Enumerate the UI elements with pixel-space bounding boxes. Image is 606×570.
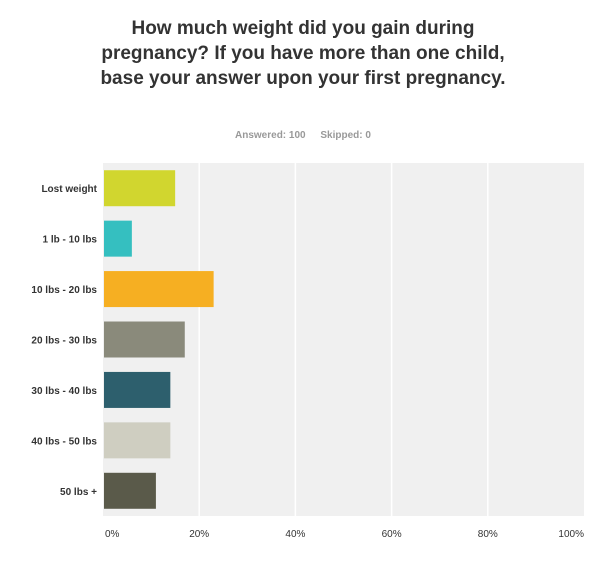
bar[interactable]	[104, 220, 132, 257]
chart-title: How much weight did you gain during preg…	[100, 18, 506, 89]
bar[interactable]	[104, 321, 185, 358]
category-label: 40 lbs - 50 lbs	[31, 436, 97, 447]
x-tick-label: 20%	[189, 529, 209, 540]
x-axis-tick-labels: 0% 20% 40% 60% 80% 100%	[105, 529, 584, 540]
x-tick-label: 60%	[382, 529, 402, 540]
answered-count: Answered: 100	[235, 130, 306, 141]
skipped-count: Skipped: 0	[320, 130, 371, 141]
x-tick-label: 40%	[285, 529, 305, 540]
bar[interactable]	[104, 170, 176, 207]
category-label: 20 lbs - 30 lbs	[31, 336, 97, 347]
category-label: Lost weight	[41, 184, 97, 195]
x-tick-label: 0%	[105, 529, 120, 540]
x-tick-label: 80%	[478, 529, 498, 540]
bars	[104, 170, 214, 509]
response-stats: Answered: 100 Skipped: 0	[0, 130, 606, 141]
category-labels: Lost weight 1 lb - 10 lbs 10 lbs - 20 lbs 2…	[31, 184, 97, 498]
bar[interactable]	[104, 422, 171, 459]
category-label: 10 lbs - 20 lbs	[31, 285, 97, 296]
bar[interactable]	[104, 271, 214, 308]
gridlines	[198, 163, 489, 516]
x-tick-label: 100%	[558, 529, 584, 540]
category-label: 1 lb - 10 lbs	[43, 235, 98, 246]
bar[interactable]	[104, 472, 156, 509]
category-label: 50 lbs +	[60, 487, 97, 498]
bar[interactable]	[104, 371, 171, 408]
category-label: 30 lbs - 40 lbs	[31, 386, 97, 397]
